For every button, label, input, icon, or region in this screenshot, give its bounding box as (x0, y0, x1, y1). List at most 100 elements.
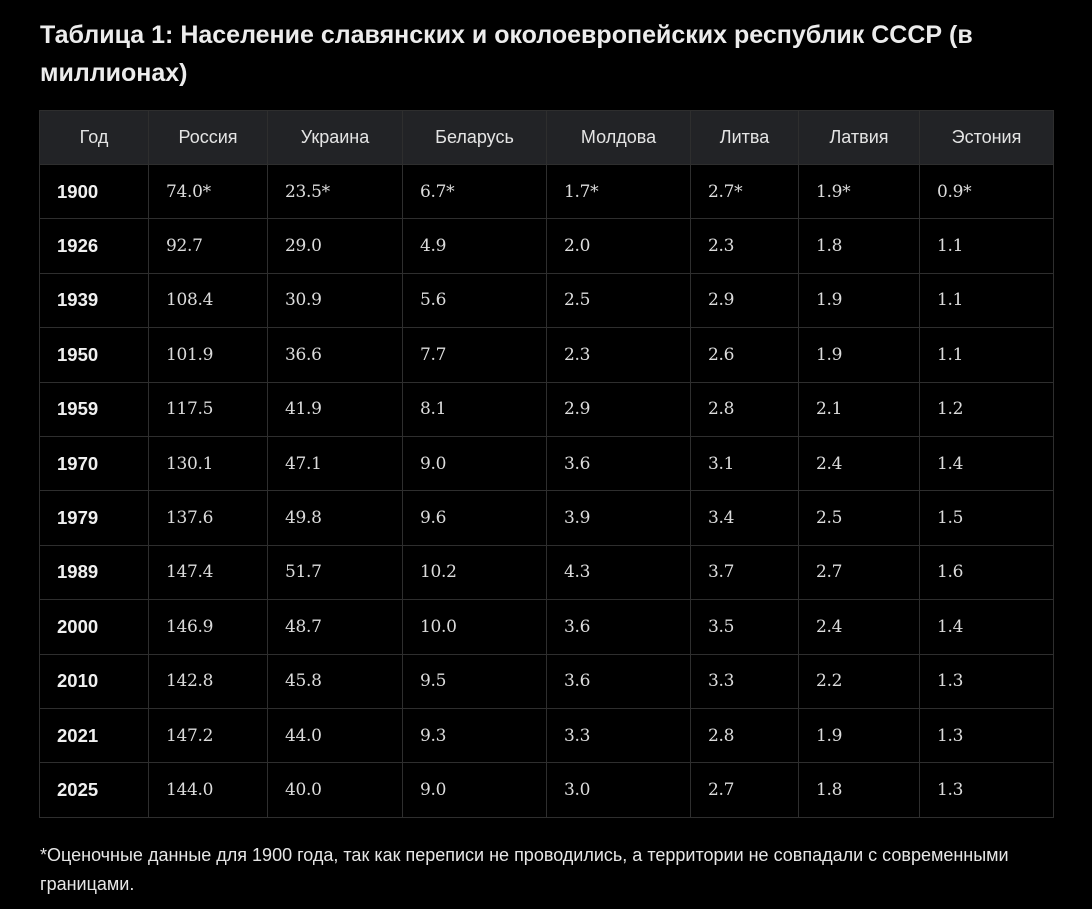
table-row: 1900 74.0* 23.5* 6.7* 1.7* 2.7* 1.9* 0.9* (39, 163, 1054, 220)
cell-latvia: 1.9 (798, 272, 920, 329)
cell-year: 1970 (39, 435, 149, 492)
cell-estonia: 0.9* (919, 163, 1054, 220)
cell-ukraine: 36.6 (267, 327, 403, 383)
table-row: 1979 137.6 49.8 9.6 3.9 3.4 2.5 1.5 (39, 490, 1054, 546)
table-title: Таблица 1: Население славянских и околое… (40, 21, 973, 87)
cell-estonia: 1.5 (919, 490, 1054, 546)
column-header-belarus: Беларусь (402, 110, 547, 165)
cell-russia: 142.8 (148, 653, 268, 709)
cell-latvia: 2.5 (798, 490, 920, 546)
cell-belarus: 8.1 (402, 381, 547, 437)
cell-ukraine: 49.8 (267, 490, 403, 546)
column-header-russia: Россия (148, 110, 268, 165)
column-header-estonia: Эстония (919, 110, 1054, 165)
column-header-lithuania: Литва (690, 110, 799, 165)
cell-year: 1939 (39, 272, 149, 329)
cell-ukraine: 23.5* (267, 163, 403, 220)
cell-belarus: 6.7* (402, 163, 547, 220)
cell-year: 1926 (39, 218, 149, 274)
cell-russia: 74.0* (148, 163, 268, 220)
cell-ukraine: 47.1 (267, 435, 403, 492)
cell-moldova: 2.5 (546, 272, 691, 329)
cell-estonia: 1.4 (919, 435, 1054, 492)
cell-estonia: 1.1 (919, 218, 1054, 274)
cell-lithuania: 3.4 (690, 490, 799, 546)
table-body: 1900 74.0* 23.5* 6.7* 1.7* 2.7* 1.9* 0.9* 1926 92… (39, 163, 1054, 818)
table-row: 1939 108.4 30.9 5.6 2.5 2.9 1.9 1.1 (39, 272, 1054, 329)
cell-estonia: 1.6 (919, 544, 1054, 601)
cell-latvia: 2.1 (798, 381, 920, 437)
table-row: 1989 147.4 51.7 10.2 4.3 3.7 2.7 1.6 (39, 544, 1054, 601)
cell-ukraine: 29.0 (267, 218, 403, 274)
cell-ukraine: 44.0 (267, 707, 403, 764)
cell-moldova: 3.9 (546, 490, 691, 546)
column-header-ukraine: Украина (267, 110, 403, 165)
cell-belarus: 10.0 (402, 599, 547, 655)
cell-lithuania: 2.7* (690, 163, 799, 220)
cell-latvia: 1.8 (798, 762, 920, 818)
cell-russia: 130.1 (148, 435, 268, 492)
cell-ukraine: 48.7 (267, 599, 403, 655)
cell-lithuania: 3.3 (690, 653, 799, 709)
cell-moldova: 2.0 (546, 218, 691, 274)
cell-estonia: 1.4 (919, 599, 1054, 655)
cell-lithuania: 2.7 (690, 762, 799, 818)
cell-moldova: 4.3 (546, 544, 691, 601)
cell-ukraine: 40.0 (267, 762, 403, 818)
cell-moldova: 3.3 (546, 707, 691, 764)
cell-lithuania: 2.6 (690, 327, 799, 383)
cell-ukraine: 45.8 (267, 653, 403, 709)
table-row: 1959 117.5 41.9 8.1 2.9 2.8 2.1 1.2 (39, 381, 1054, 437)
cell-lithuania: 2.9 (690, 272, 799, 329)
cell-moldova: 3.0 (546, 762, 691, 818)
cell-belarus: 9.0 (402, 762, 547, 818)
cell-year: 1900 (39, 163, 149, 220)
header-row: Год Россия Украина Беларусь Молдова Литв… (39, 110, 1054, 165)
cell-estonia: 1.1 (919, 272, 1054, 329)
cell-latvia: 1.9 (798, 707, 920, 764)
cell-russia: 137.6 (148, 490, 268, 546)
cell-lithuania: 2.3 (690, 218, 799, 274)
cell-russia: 101.9 (148, 327, 268, 383)
table-row: 2021 147.2 44.0 9.3 3.3 2.8 1.9 1.3 (39, 707, 1054, 764)
column-header-moldova: Молдова (546, 110, 691, 165)
table-row: 1926 92.7 29.0 4.9 2.0 2.3 1.8 1.1 (39, 218, 1054, 274)
cell-belarus: 9.3 (402, 707, 547, 764)
cell-year: 2025 (39, 762, 149, 818)
cell-ukraine: 41.9 (267, 381, 403, 437)
cell-estonia: 1.3 (919, 653, 1054, 709)
cell-russia: 144.0 (148, 762, 268, 818)
cell-lithuania: 2.8 (690, 381, 799, 437)
cell-latvia: 2.7 (798, 544, 920, 601)
table-row: 2010 142.8 45.8 9.5 3.6 3.3 2.2 1.3 (39, 653, 1054, 709)
cell-russia: 147.2 (148, 707, 268, 764)
cell-moldova: 1.7* (546, 163, 691, 220)
cell-russia: 146.9 (148, 599, 268, 655)
cell-year: 1959 (39, 381, 149, 437)
cell-belarus: 5.6 (402, 272, 547, 329)
cell-estonia: 1.1 (919, 327, 1054, 383)
table-row: 2000 146.9 48.7 10.0 3.6 3.5 2.4 1.4 (39, 599, 1054, 655)
cell-russia: 147.4 (148, 544, 268, 601)
cell-moldova: 3.6 (546, 653, 691, 709)
cell-year: 2021 (39, 707, 149, 764)
footnote: *Оценочные данные для 1900 года, так как… (40, 845, 1009, 894)
cell-lithuania: 3.7 (690, 544, 799, 601)
cell-latvia: 2.4 (798, 435, 920, 492)
cell-belarus: 9.5 (402, 653, 547, 709)
cell-latvia: 2.4 (798, 599, 920, 655)
cell-belarus: 4.9 (402, 218, 547, 274)
population-table: Год Россия Украина Беларусь Молдова Литв… (39, 110, 1054, 818)
cell-lithuania: 2.8 (690, 707, 799, 764)
cell-russia: 108.4 (148, 272, 268, 329)
cell-ukraine: 51.7 (267, 544, 403, 601)
table-row: 2025 144.0 40.0 9.0 3.0 2.7 1.8 1.3 (39, 762, 1054, 818)
cell-belarus: 7.7 (402, 327, 547, 383)
cell-year: 1989 (39, 544, 149, 601)
cell-year: 1950 (39, 327, 149, 383)
table-row: 1950 101.9 36.6 7.7 2.3 2.6 1.9 1.1 (39, 327, 1054, 383)
cell-ukraine: 30.9 (267, 272, 403, 329)
cell-moldova: 2.9 (546, 381, 691, 437)
cell-latvia: 1.9* (798, 163, 920, 220)
cell-moldova: 2.3 (546, 327, 691, 383)
